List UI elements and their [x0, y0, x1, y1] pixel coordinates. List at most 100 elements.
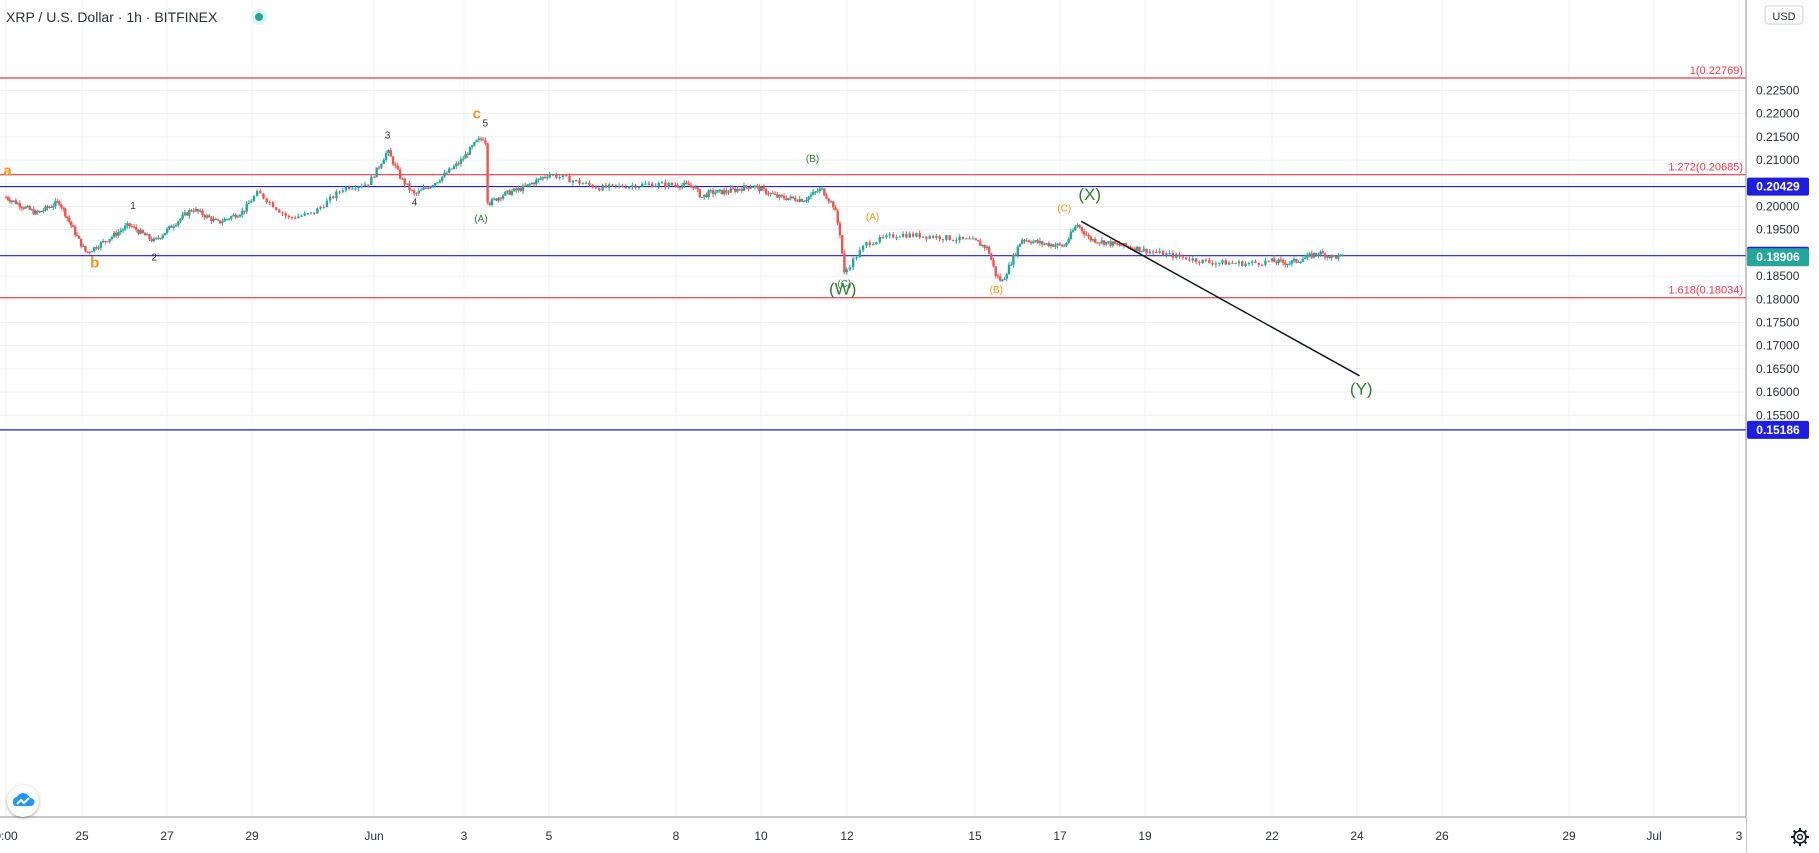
candlestick-series	[4, 135, 1344, 282]
candle-body	[987, 246, 991, 254]
candle	[32, 206, 35, 216]
candle-body	[1334, 255, 1338, 259]
candle	[419, 187, 423, 191]
symbol-title[interactable]: XRP / U.S. Dollar · 1h · BITFINEX	[6, 9, 218, 25]
candle-body	[212, 218, 215, 222]
candle	[247, 199, 251, 204]
candle-body	[170, 225, 173, 228]
candle	[996, 273, 1000, 279]
candle-body	[727, 192, 730, 194]
candle	[123, 222, 127, 232]
candle	[731, 185, 735, 190]
candle-body	[644, 183, 647, 185]
candle	[931, 234, 935, 239]
candle	[168, 225, 171, 230]
candle-body	[1036, 240, 1039, 243]
candle-body	[415, 193, 418, 195]
candle	[1043, 242, 1046, 246]
price-tick-label: 0.16500	[1756, 362, 1800, 376]
candle-body	[961, 236, 965, 239]
candle	[958, 234, 961, 244]
candle	[170, 224, 173, 228]
trend-line[interactable]	[1080, 220, 1360, 377]
candle	[332, 195, 335, 200]
candle	[1317, 252, 1320, 259]
drawn-trend-line[interactable]	[1080, 220, 1360, 377]
candle-body	[535, 179, 538, 185]
candle-body	[1277, 259, 1280, 263]
candle	[1005, 272, 1008, 282]
candle-body	[773, 193, 777, 195]
candle	[664, 179, 667, 190]
candle	[328, 193, 332, 204]
settings-gear-button[interactable]	[1789, 826, 1811, 848]
candle-body	[181, 214, 184, 219]
candle-body	[347, 186, 351, 190]
candle-body	[293, 217, 297, 219]
candle	[1234, 262, 1237, 265]
candle	[265, 197, 268, 204]
candle-body	[1007, 264, 1011, 275]
price-tick-label: 0.15500	[1756, 408, 1800, 422]
candle-body	[617, 185, 621, 187]
candle-body	[18, 203, 22, 208]
candle	[268, 200, 272, 206]
candle	[627, 185, 631, 190]
candle	[97, 245, 100, 251]
candle-body	[868, 242, 871, 246]
candle	[515, 187, 518, 193]
candle-body	[396, 165, 399, 170]
candle	[524, 182, 527, 187]
candle-body	[249, 201, 253, 203]
candle	[820, 187, 824, 191]
price-tick-label: 0.19500	[1756, 223, 1800, 237]
candle	[1131, 246, 1134, 250]
candle-body	[764, 188, 768, 194]
candle	[95, 245, 98, 250]
candle	[1201, 259, 1204, 264]
candle-body	[110, 236, 114, 240]
candle	[504, 191, 507, 196]
candle-body	[1148, 251, 1152, 254]
candle	[1301, 256, 1305, 262]
time-axis[interactable]: 0:00 25 27 29 Jun 3 5 8 10 12 15 17 19 22 24 26 29 Jul 3	[0, 829, 1743, 843]
candle	[284, 211, 287, 219]
candle	[707, 189, 710, 200]
candle	[1260, 263, 1264, 267]
candle-body	[108, 239, 111, 242]
candle	[1330, 254, 1333, 261]
candle-body	[1089, 236, 1092, 241]
time-tick-label: 3	[461, 829, 468, 843]
candle-body	[1145, 248, 1148, 254]
candle	[811, 188, 815, 196]
candle-body	[370, 176, 373, 185]
candle	[462, 155, 465, 162]
candle-body	[1181, 256, 1185, 258]
candle-body	[457, 163, 460, 165]
candle	[110, 235, 114, 241]
currency-button[interactable]	[1764, 5, 1804, 25]
candle	[561, 175, 565, 180]
candle	[720, 189, 724, 195]
candle	[687, 180, 690, 186]
candle-body	[1085, 234, 1088, 236]
candle	[1016, 244, 1020, 258]
candle-body	[366, 184, 370, 186]
candle	[1010, 261, 1013, 266]
candle-body	[1054, 245, 1057, 247]
price-tag-label: 0.18906	[1756, 250, 1800, 264]
candle-body	[117, 232, 120, 236]
tradingview-logo-button[interactable]	[7, 785, 39, 817]
candle	[1078, 224, 1081, 229]
candle-body	[614, 184, 618, 186]
candle-body	[161, 235, 164, 239]
candle	[443, 169, 446, 178]
candle-body	[1171, 253, 1175, 258]
candle-body	[698, 189, 701, 198]
candle	[898, 235, 901, 238]
candle-body	[297, 216, 300, 219]
candle	[667, 181, 670, 190]
candle	[4, 195, 8, 199]
candle	[1113, 241, 1117, 244]
